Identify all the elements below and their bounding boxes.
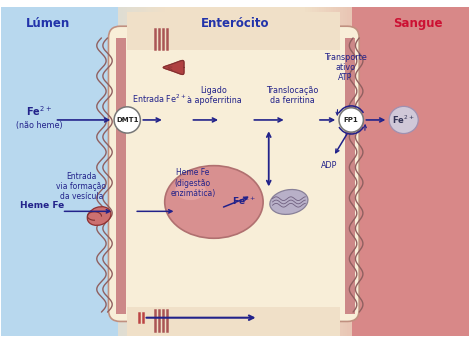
Ellipse shape [87, 207, 111, 225]
FancyBboxPatch shape [146, 8, 149, 335]
Text: Entrada Fe$^{2+}$: Entrada Fe$^{2+}$ [132, 93, 186, 105]
FancyBboxPatch shape [123, 8, 125, 335]
FancyBboxPatch shape [116, 38, 126, 315]
FancyBboxPatch shape [317, 8, 319, 335]
FancyBboxPatch shape [127, 12, 340, 50]
FancyBboxPatch shape [149, 8, 151, 335]
FancyBboxPatch shape [144, 8, 146, 335]
FancyBboxPatch shape [151, 8, 153, 335]
FancyBboxPatch shape [118, 8, 120, 335]
Text: Enterócito: Enterócito [201, 17, 269, 31]
FancyBboxPatch shape [345, 8, 347, 335]
Ellipse shape [175, 180, 206, 200]
FancyBboxPatch shape [338, 8, 340, 335]
Text: Heme Fe
(digestão
enzimática): Heme Fe (digestão enzimática) [170, 168, 215, 198]
Text: Sangue: Sangue [393, 17, 443, 31]
Text: Transporte
ativo
ATP: Transporte ativo ATP [324, 52, 367, 82]
FancyBboxPatch shape [350, 8, 352, 335]
Text: Entrada
via formação
da vesícula: Entrada via formação da vesícula [56, 172, 106, 201]
FancyBboxPatch shape [120, 8, 123, 335]
Polygon shape [163, 60, 184, 74]
FancyBboxPatch shape [336, 8, 338, 335]
FancyBboxPatch shape [352, 8, 470, 335]
Ellipse shape [389, 106, 418, 133]
FancyBboxPatch shape [127, 8, 130, 335]
FancyBboxPatch shape [314, 8, 317, 335]
FancyBboxPatch shape [127, 307, 340, 335]
FancyBboxPatch shape [132, 8, 134, 335]
Text: Lúmen: Lúmen [25, 17, 70, 31]
FancyBboxPatch shape [125, 8, 127, 335]
FancyBboxPatch shape [139, 8, 141, 335]
FancyBboxPatch shape [329, 8, 331, 335]
Ellipse shape [164, 166, 263, 238]
Text: FP1: FP1 [344, 117, 359, 123]
Text: Fe$^{2+}$: Fe$^{2+}$ [232, 194, 257, 207]
Text: (não heme): (não heme) [16, 121, 63, 130]
FancyBboxPatch shape [326, 8, 329, 335]
FancyBboxPatch shape [343, 8, 345, 335]
FancyBboxPatch shape [321, 8, 324, 335]
FancyBboxPatch shape [333, 8, 336, 335]
FancyBboxPatch shape [345, 38, 355, 315]
FancyBboxPatch shape [0, 8, 118, 335]
FancyBboxPatch shape [313, 8, 314, 335]
Circle shape [339, 108, 363, 132]
Ellipse shape [270, 189, 308, 214]
Circle shape [114, 107, 141, 133]
Text: Fe$^{2+}$: Fe$^{2+}$ [392, 114, 415, 126]
Text: Fe$^{2+}$: Fe$^{2+}$ [26, 105, 52, 118]
FancyBboxPatch shape [331, 8, 333, 335]
FancyBboxPatch shape [324, 8, 326, 335]
FancyBboxPatch shape [153, 8, 156, 335]
FancyBboxPatch shape [347, 8, 350, 335]
FancyBboxPatch shape [340, 8, 343, 335]
FancyBboxPatch shape [137, 8, 139, 335]
FancyBboxPatch shape [130, 8, 132, 335]
FancyBboxPatch shape [141, 8, 144, 335]
FancyBboxPatch shape [109, 26, 359, 321]
FancyBboxPatch shape [156, 8, 157, 335]
FancyBboxPatch shape [118, 8, 352, 335]
Text: Heme Fe: Heme Fe [20, 201, 64, 210]
FancyBboxPatch shape [319, 8, 321, 335]
Text: DMT1: DMT1 [116, 117, 139, 123]
Text: ADP: ADP [321, 161, 337, 170]
FancyBboxPatch shape [134, 8, 137, 335]
Text: Ligado
à apoferritina: Ligado à apoferritina [187, 86, 241, 105]
Text: Translocação
da ferritina: Translocação da ferritina [266, 86, 318, 105]
